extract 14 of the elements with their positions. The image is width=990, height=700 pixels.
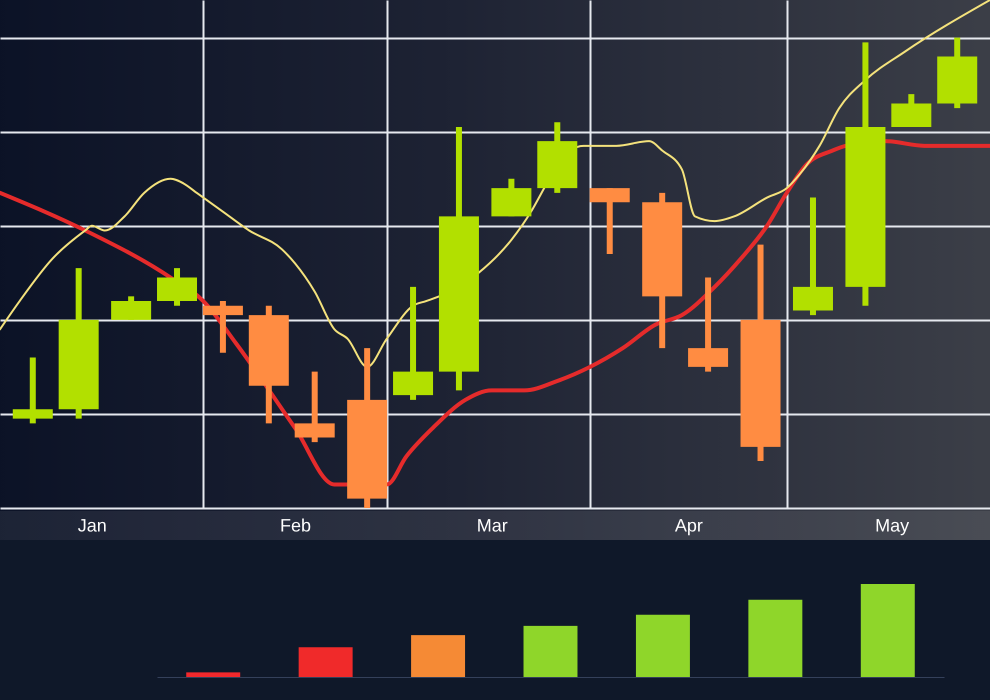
x-tick-label: Feb: [280, 516, 312, 536]
candlestick: [202, 301, 243, 353]
x-tick-label: Mar: [476, 516, 508, 536]
bar: [748, 600, 802, 677]
x-tick-label: Apr: [674, 516, 703, 536]
bar: [411, 635, 466, 677]
candlestick: [12, 357, 53, 424]
bar: [860, 584, 915, 677]
x-tick-label: Jan: [78, 516, 107, 536]
x-tick-label: May: [875, 516, 910, 536]
bar: [636, 614, 690, 677]
bar: [524, 626, 578, 677]
bar: [186, 672, 240, 677]
bar: [298, 647, 353, 677]
